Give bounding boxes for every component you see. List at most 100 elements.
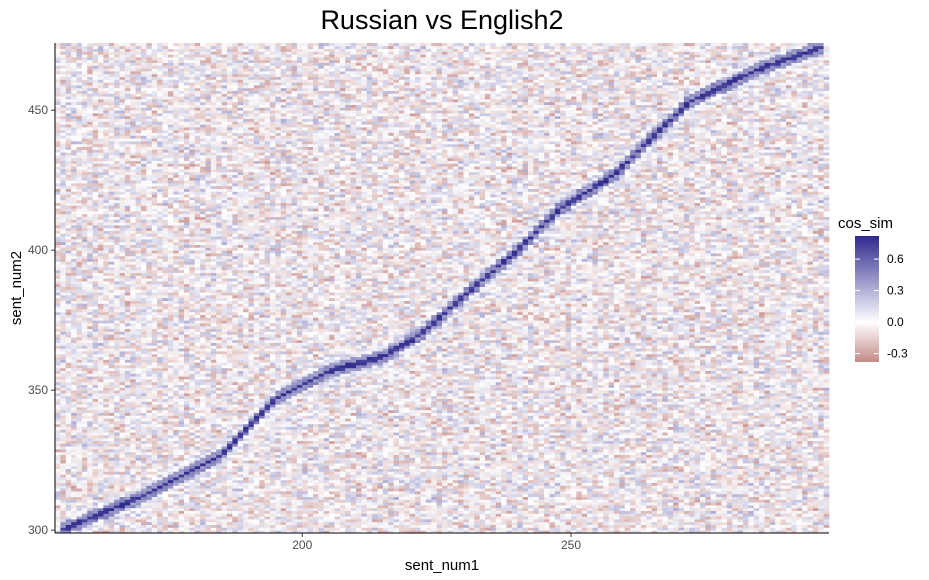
heatmap-cell [60,163,66,166]
heatmap-cell [157,116,163,119]
heatmap-cell [146,219,152,222]
heatmap-cell [120,57,126,60]
heatmap-cell [163,373,169,376]
heatmap-cell [168,483,174,486]
heatmap-cell [195,463,201,466]
heatmap-cell [130,163,136,166]
heatmap-cell [125,368,131,371]
heatmap-cell [146,57,152,60]
heatmap-cell [141,217,147,220]
heatmap-cell [179,443,185,446]
heatmap-cell [103,155,109,158]
heatmap-cell [157,211,163,214]
heatmap-cell [152,424,158,427]
heatmap-cell [93,155,99,158]
heatmap-cell [130,401,136,404]
heatmap-cell [71,449,77,452]
heatmap-cell [109,457,115,460]
heatmap-cell [114,217,120,220]
heatmap-cell [77,256,83,259]
heatmap-cell [87,267,93,270]
heatmap-cell [189,208,195,211]
heatmap-cell [157,141,163,144]
heatmap-cell [125,385,131,388]
heatmap-cell [195,245,201,248]
heatmap-cell [195,519,201,522]
heatmap-cell [136,264,142,267]
heatmap-cell [82,161,88,164]
heatmap-cell [179,88,185,91]
heatmap-cell [189,169,195,172]
heatmap-cell [98,303,104,306]
heatmap-cell [60,172,66,175]
heatmap-cell [189,480,195,483]
heatmap-cell [114,211,120,214]
heatmap-cell [66,284,72,287]
heatmap-cell [93,362,99,365]
heatmap-cell [120,424,126,427]
heatmap-cell [71,177,77,180]
heatmap-cell [87,485,93,488]
heatmap-cell [82,471,88,474]
heatmap-cell [157,525,163,528]
heatmap-cell [77,169,83,172]
heatmap-cell [189,441,195,444]
heatmap-cell [136,175,142,178]
heatmap-cell [179,85,185,88]
heatmap-cell [173,427,179,430]
heatmap-cell [109,222,115,225]
heatmap-cell [60,413,66,416]
heatmap-cell [157,393,163,396]
heatmap-cell [173,320,179,323]
heatmap-cell [82,485,88,488]
heatmap-cell [152,217,158,220]
heatmap-cell [55,180,61,183]
heatmap-cell [93,74,99,77]
heatmap-cell [93,217,99,220]
heatmap-cell [146,306,152,309]
heatmap-cell [152,85,158,88]
heatmap-cell [184,116,190,119]
heatmap-cell [141,455,147,458]
heatmap-cell [152,214,158,217]
heatmap-cell [200,63,206,66]
heatmap-cell [146,74,152,77]
heatmap-cell [206,312,212,315]
heatmap-cell [66,379,72,382]
heatmap-cell [168,443,174,446]
heatmap-cell [82,96,88,99]
heatmap-cell [200,460,206,463]
heatmap-cell [98,491,104,494]
heatmap-cell [93,208,99,211]
heatmap-cell [98,250,104,253]
heatmap-cell [93,275,99,278]
heatmap-cell [60,261,66,264]
heatmap-cell [125,247,131,250]
heatmap-cell [157,259,163,262]
heatmap-cell [93,65,99,68]
heatmap-cell [98,124,104,127]
heatmap-cell [77,494,83,497]
heatmap-cell [152,331,158,334]
heatmap-cell [163,309,169,312]
heatmap-cell [114,200,120,203]
heatmap-cell [184,208,190,211]
heatmap-cell [195,267,201,270]
heatmap-cell [136,208,142,211]
heatmap-cell [109,186,115,189]
heatmap-cell [120,121,126,124]
heatmap-cell [130,477,136,480]
heatmap-cell [66,491,72,494]
heatmap-cell [82,239,88,242]
heatmap-cell [195,141,201,144]
heatmap-cell [157,376,163,379]
heatmap-cell [120,208,126,211]
heatmap-cell [103,186,109,189]
heatmap-cell [173,247,179,250]
heatmap-cell [163,494,169,497]
heatmap-cell [87,102,93,105]
heatmap-cell [152,43,158,46]
heatmap-cell [206,525,212,528]
heatmap-cell [163,135,169,138]
